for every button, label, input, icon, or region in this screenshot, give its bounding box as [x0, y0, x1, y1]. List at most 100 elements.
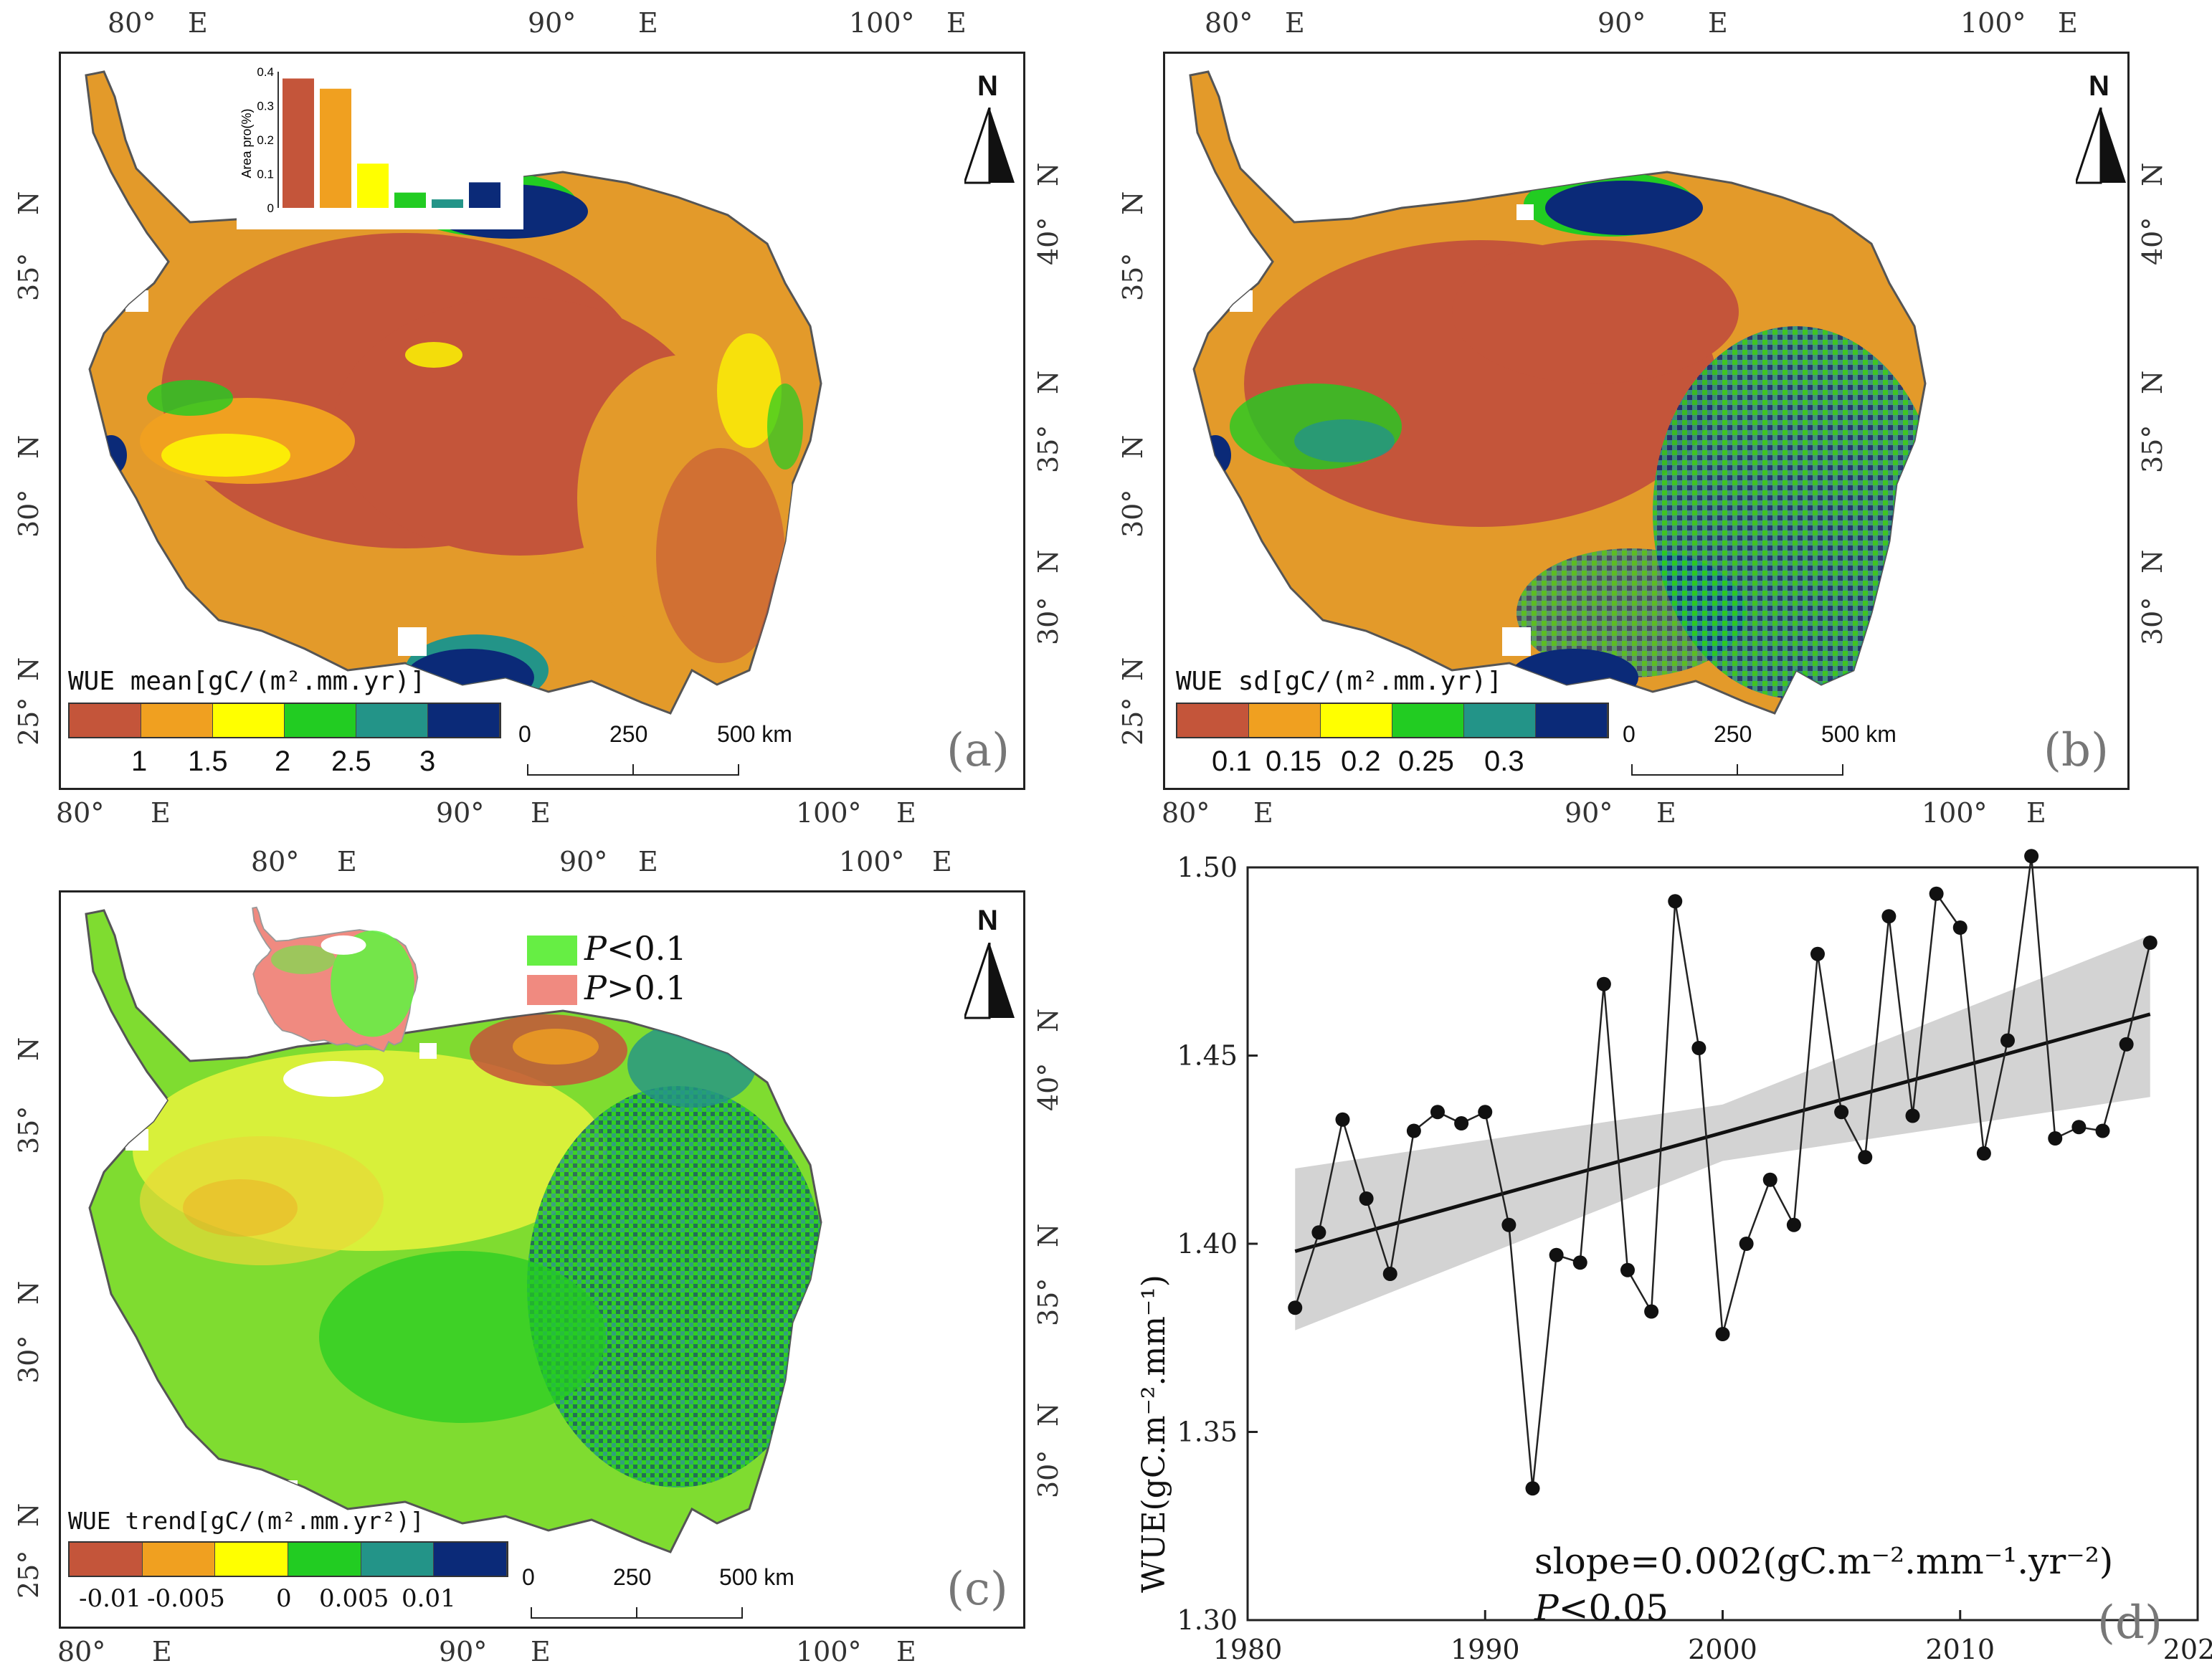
data-point	[1834, 1105, 1849, 1120]
lat-label: 25°	[1117, 697, 1149, 746]
lat-label: 30°	[1117, 489, 1149, 538]
inset-bar	[320, 88, 351, 208]
area-proportion-inset: Area pro(%) 0 0.1 0.2 0.3 0.4	[237, 57, 523, 229]
lon-label: 100°	[1922, 797, 1988, 829]
data-point	[1596, 976, 1611, 991]
lat-label: 30°	[1033, 596, 1064, 645]
scale-label: 0	[1623, 721, 1636, 747]
legend-swatch	[1464, 704, 1536, 737]
x-tick-label: 1990	[1451, 1634, 1520, 1665]
lat-label: 30°	[2137, 596, 2168, 645]
data-point	[1311, 1225, 1326, 1240]
scale-tick	[632, 764, 634, 774]
data-point	[1905, 1108, 1920, 1123]
lon-label: 80°	[56, 797, 105, 829]
scale-label: 500 km	[1821, 721, 1897, 747]
lon-label: E	[932, 846, 952, 877]
lon-label: E	[337, 846, 357, 877]
panel-tag: (c)	[946, 1563, 1008, 1616]
data-point	[2071, 1120, 2087, 1135]
scale-label: 500 km	[719, 1564, 794, 1590]
lon-label: E	[151, 797, 171, 829]
legend-swatch	[1392, 704, 1464, 737]
scale-bar	[1631, 764, 1843, 776]
north-label: N	[977, 70, 998, 102]
data-point	[1715, 1327, 1730, 1341]
data-point	[2095, 1123, 2110, 1138]
legend-label: 0.01	[402, 1584, 456, 1613]
lon-label: 100°	[1960, 7, 2026, 39]
legend-label: 1.5	[188, 746, 228, 777]
data-point	[1359, 1191, 1374, 1206]
data-point	[1549, 1247, 1564, 1262]
data-point	[1976, 1146, 1991, 1161]
legend-label: 0.1	[1212, 746, 1252, 777]
scale-label: 500 km	[717, 721, 792, 747]
legend-colorbar	[1176, 703, 1609, 738]
lat-label: N	[13, 434, 44, 459]
y-tick-label: 1.30	[1177, 1604, 1238, 1636]
y-tick-label: 1.50	[1177, 852, 1238, 883]
p-legend-label: P>0.1	[584, 968, 687, 1007]
inset-tick-label: 0.3	[257, 100, 274, 113]
legend-swatch	[215, 1543, 289, 1576]
scale-label: 250	[1714, 721, 1752, 747]
data-point	[1644, 1304, 1659, 1319]
legend-swatch	[285, 704, 356, 737]
y-tick-label: 1.45	[1177, 1040, 1238, 1072]
lat-label: N	[1033, 1402, 1064, 1427]
panel-a: 80° E 90° E 100° E 80° E 90° E 100° E 35…	[0, 0, 1104, 832]
data-point	[2000, 1033, 2015, 1048]
lon-label: E	[531, 1636, 551, 1667]
lon-label: 90°	[436, 797, 485, 829]
inset-ylabel: Area pro(%)	[239, 108, 254, 178]
panel-tag: (a)	[946, 724, 1010, 777]
scale-label: 250	[609, 721, 648, 747]
lat-label: 40°	[1033, 1062, 1064, 1111]
lon-label: 100°	[796, 1636, 862, 1667]
wue-timeseries-chart: 1980 1990 2000 2010 2020 1.30 1.35 1.40 1.45 1.50…	[1104, 839, 2212, 1671]
lon-label: 80°	[1162, 797, 1210, 829]
lon-label: E	[531, 797, 551, 829]
lat-label: N	[1033, 1223, 1064, 1247]
panel-tag: (b)	[2044, 724, 2109, 777]
y-axis-label: WUE(gC.m⁻².mm⁻¹)	[1136, 1275, 1172, 1593]
lat-label: N	[1117, 657, 1149, 681]
data-point	[1382, 1267, 1397, 1281]
lon-label: E	[946, 7, 967, 39]
y-tick-label: 1.35	[1177, 1417, 1238, 1448]
data-point	[2024, 849, 2039, 864]
lon-label: 80°	[57, 1636, 106, 1667]
legend-label: 3	[419, 746, 436, 777]
lat-label: N	[2137, 549, 2168, 573]
data-point	[1572, 1255, 1587, 1270]
p-annotation: P<0.05	[1534, 1587, 1669, 1629]
north-label: N	[977, 905, 998, 936]
legend-label: -0.005	[147, 1584, 225, 1613]
legend-label: -0.01	[79, 1584, 142, 1613]
lat-label: 30°	[13, 489, 44, 538]
lon-label: 80°	[251, 846, 300, 877]
lat-label: 30°	[1033, 1449, 1064, 1498]
legend-swatch	[142, 1543, 216, 1576]
inset-tick-label: 0.1	[257, 168, 274, 181]
scale-bar	[531, 1607, 743, 1619]
inset-bar	[469, 182, 500, 208]
legend-swatch	[1536, 704, 1608, 737]
lat-label: 35°	[1117, 252, 1149, 301]
p-legend-label: P<0.1	[584, 929, 687, 968]
lat-label: 35°	[2137, 424, 2168, 473]
lat-label: 35°	[13, 252, 44, 301]
inset-tick-label: 0.4	[257, 65, 274, 79]
lat-label: N	[1033, 1008, 1064, 1032]
lat-label: N	[1033, 370, 1064, 394]
data-point	[1929, 886, 1944, 901]
lat-label: N	[1033, 162, 1064, 186]
legend-swatch	[434, 1543, 508, 1576]
lon-label: E	[152, 1636, 172, 1667]
lon-label: E	[1656, 797, 1676, 829]
data-point	[1952, 920, 1967, 935]
legend-swatch	[141, 704, 213, 737]
lon-label: 90°	[559, 846, 608, 877]
legend-swatch	[288, 1543, 361, 1576]
